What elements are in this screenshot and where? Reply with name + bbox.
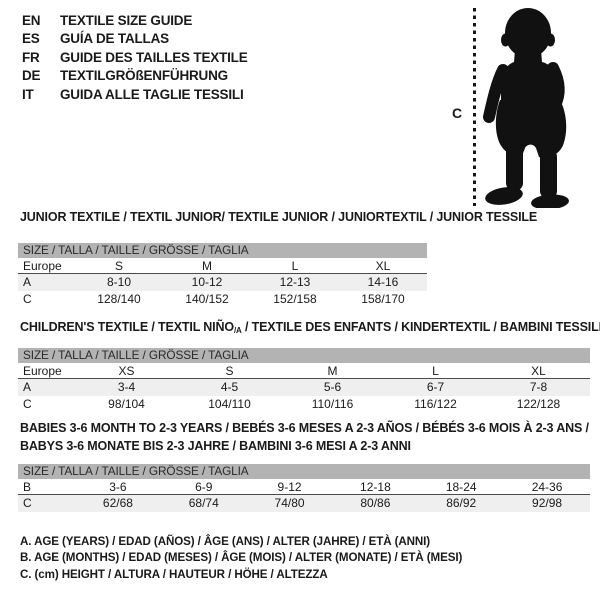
- size-cell: S: [225, 364, 234, 378]
- size-cell: 10-12: [191, 275, 223, 289]
- language-code: ES: [22, 31, 40, 47]
- row-label: A: [23, 380, 32, 394]
- size-cell: S: [114, 259, 123, 273]
- table-row-height: C 62/68 68/74 74/80 80/86 86/92 92/98: [18, 495, 590, 512]
- legend-line-b: B. AGE (MONTHS) / EDAD (MESES) / ÂGE (MO…: [20, 551, 463, 565]
- measure-c-label: C: [452, 105, 463, 121]
- measurement-legend: A. AGE (YEARS) / EDAD (AÑOS) / ÂGE (ANS)…: [20, 534, 462, 583]
- size-cell: 8-10: [106, 275, 132, 289]
- size-cell: 98/104: [108, 397, 145, 411]
- babies-title-line2: BABYS 3-6 MONATE BIS 2-3 JAHRE / BAMBINI…: [20, 438, 411, 453]
- size-cell: 18-24: [445, 480, 477, 494]
- language-label: TEXTILE SIZE GUIDE: [60, 12, 193, 28]
- table-row-europe: Europe XS S M L XL: [18, 363, 590, 379]
- size-cell: 5-6: [323, 380, 342, 394]
- language-row-fr: FR GUIDE DES TAILLES TEXTILE: [22, 48, 248, 67]
- size-cell: 3-4: [117, 380, 136, 394]
- language-label: GUIDE DES TAILLES TEXTILE: [60, 49, 248, 65]
- height-dashed-line: [473, 8, 476, 206]
- size-cell: 6-7: [426, 380, 445, 394]
- size-header-bar: SIZE / TALLA / TAILLE / GRÖSSE / TAGLIA: [18, 348, 590, 363]
- size-cell: XL: [531, 364, 546, 378]
- table-row-europe: Europe S M L XL: [18, 258, 427, 274]
- size-cell: 68/74: [188, 496, 219, 510]
- language-label: TEXTILGRÖßENFÜHRUNG: [60, 68, 228, 84]
- row-label: C: [23, 496, 32, 510]
- size-cell: 7-8: [529, 380, 548, 394]
- language-row-es: ES GUÍA DE TALLAS: [22, 30, 248, 49]
- language-code: EN: [22, 12, 41, 28]
- size-cell: 24-36: [531, 480, 563, 494]
- size-cell: 158/170: [361, 292, 405, 306]
- row-label: Europe: [23, 259, 62, 273]
- size-cell: XL: [375, 259, 391, 273]
- size-cell: 62/68: [102, 496, 133, 510]
- size-cell: 110/116: [311, 397, 354, 411]
- children-title-pre: CHILDREN'S TEXTILE / TEXTIL NIÑO: [20, 320, 234, 334]
- language-row-en: EN TEXTILE SIZE GUIDE: [22, 11, 248, 30]
- size-cell: 92/98: [532, 496, 563, 510]
- size-cell: 122/128: [516, 397, 561, 411]
- size-cell: M: [327, 364, 338, 378]
- junior-size-table: SIZE / TALLA / TAILLE / GRÖSSE / TAGLIA …: [18, 243, 427, 308]
- size-cell: 9-12: [277, 480, 302, 494]
- language-code: IT: [22, 86, 34, 102]
- size-cell: 128/140: [97, 292, 141, 306]
- children-title-post: / TEXTILE DES ENFANTS / KINDERTEXTIL / B…: [241, 320, 600, 334]
- size-cell: 152/158: [273, 292, 317, 306]
- language-label: GUIDA ALLE TAGLIE TESSILI: [60, 86, 244, 102]
- size-cell: 6-9: [195, 480, 213, 494]
- size-cell: 74/80: [274, 496, 305, 510]
- table-row-height: C 128/140 140/152 152/158 158/170: [18, 291, 427, 308]
- size-cell: L: [291, 259, 299, 273]
- table-row-age: A 3-4 4-5 5-6 6-7 7-8: [18, 379, 590, 396]
- size-cell: 4-5: [220, 380, 239, 394]
- children-table-title: CHILDREN'S TEXTILE / TEXTIL NIÑO/A / TEX…: [20, 320, 600, 335]
- size-cell: XS: [118, 364, 135, 378]
- row-label: B: [23, 480, 32, 494]
- size-cell: 12-13: [279, 275, 311, 289]
- language-guide-list: EN TEXTILE SIZE GUIDE ES GUÍA DE TALLAS …: [22, 11, 248, 104]
- language-code: FR: [22, 49, 40, 65]
- language-row-de: DE TEXTILGRÖßENFÜHRUNG: [22, 67, 248, 86]
- babies-title-line1: BABIES 3-6 MONTH TO 2-3 YEARS / BEBÉS 3-…: [20, 421, 589, 435]
- table-row-age-months: B 3-6 6-9 9-12 12-18 18-24 24-36: [18, 479, 590, 495]
- language-row-it: IT GUIDA ALLE TAGLIE TESSILI: [22, 85, 248, 104]
- size-cell: M: [202, 259, 212, 273]
- size-header-bar: SIZE / TALLA / TAILLE / GRÖSSE / TAGLIA: [18, 243, 427, 258]
- children-title-sub: /A: [233, 326, 242, 335]
- table-row-height: C 98/104 104/110 110/116 116/122 122/128: [18, 396, 590, 413]
- size-cell: 12-18: [360, 480, 391, 494]
- row-label: A: [23, 275, 32, 289]
- row-label: Europe: [23, 364, 62, 378]
- size-cell: 140/152: [185, 292, 229, 306]
- language-label: GUÍA DE TALLAS: [60, 31, 169, 47]
- size-cell: 104/110: [208, 397, 251, 411]
- babies-size-table: SIZE / TALLA / TAILLE / GRÖSSE / TAGLIA …: [18, 464, 590, 512]
- size-cell: 86/92: [446, 496, 477, 510]
- baby-silhouette-icon: [483, 8, 569, 208]
- legend-line-c: C. (cm) HEIGHT / ALTURA / HAUTEUR / HÖHE…: [20, 567, 328, 581]
- size-cell: 3-6: [109, 480, 127, 494]
- legend-line-a: A. AGE (YEARS) / EDAD (AÑOS) / ÂGE (ANS)…: [20, 535, 431, 548]
- size-cell: L: [432, 364, 439, 378]
- size-cell: 14-16: [367, 275, 399, 289]
- size-cell: 80/86: [360, 496, 391, 510]
- table-row-age: A 8-10 10-12 12-13 14-16: [18, 274, 427, 291]
- babies-table-title: BABIES 3-6 MONTH TO 2-3 YEARS / BEBÉS 3-…: [20, 420, 595, 455]
- row-label: C: [23, 397, 32, 411]
- children-size-table: SIZE / TALLA / TAILLE / GRÖSSE / TAGLIA …: [18, 348, 590, 413]
- size-header-bar: SIZE / TALLA / TAILLE / GRÖSSE / TAGLIA: [18, 464, 590, 479]
- row-label: C: [23, 292, 32, 306]
- size-cell: 116/122: [414, 397, 457, 411]
- language-code: DE: [22, 68, 41, 84]
- junior-table-title: JUNIOR TEXTILE / TEXTIL JUNIOR/ TEXTILE …: [20, 210, 538, 224]
